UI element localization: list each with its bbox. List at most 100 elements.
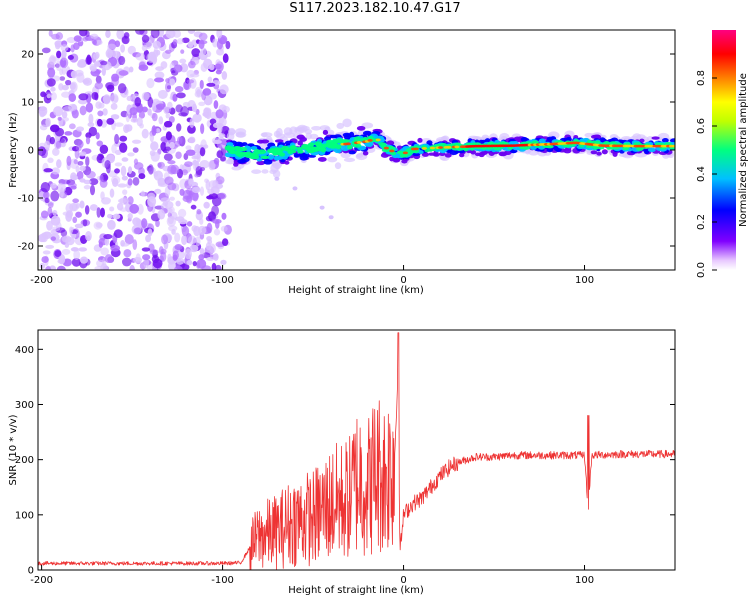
spectrogram-noise-blob [114,162,123,167]
spectrogram-noise-blob [160,61,168,69]
spectrogram-noise-blob [129,107,138,116]
spectrogram-noise-blob [131,139,142,144]
spectrogram-noise-blob [187,60,196,69]
spectrogram-noise-blob [123,124,130,134]
spectrogram-noise-blob [133,158,139,165]
spectrogram-noise-blob [127,196,134,205]
spectrogram-y-label: Frequency (Hz) [8,112,19,188]
page-title: S117.2023.182.10.47.G17 [289,1,461,16]
spectrogram-noise-blob [82,219,88,227]
spectrogram-noise-blob [73,35,82,42]
spectrogram-y-ticks: -20 -10 0 10 20 [18,50,675,253]
spectrogram-noise-blob [76,61,87,68]
spectrogram-band-cell [311,146,318,150]
spectrogram-band-cell [661,138,669,143]
spectrogram-noise-blob [220,225,228,232]
spectrogram-noise-blob [168,206,175,214]
snr-plot-area [38,332,675,570]
spectrogram-noise-blob [187,235,197,245]
spectrogram-noise-blob [132,239,138,251]
spectrogram-noise-blob [105,48,114,59]
spectrogram-noise-blob [220,259,227,265]
spectrogram-band-cell [308,142,315,147]
spectrogram-noise-blob [119,135,128,142]
spectrogram-noise-blob [70,174,79,181]
spectrogram-noise-blob [44,197,50,204]
spectrogram-noise-blob [48,30,53,37]
spectrogram-noise-blob [149,249,159,255]
spectrogram-band-cell [342,132,351,138]
spectrogram-noise-blob [78,247,88,252]
spectrogram-noise-blob [61,91,71,98]
spectrogram-band-halo [294,128,305,134]
spectrogram-noise-blob [103,234,113,240]
spectrogram-noise-blob [134,97,142,107]
spectrogram-noise-blob [76,170,84,181]
colorbar-tick-label: 0.6 [696,118,707,134]
spectrogram-noise-blob [70,70,78,79]
spectrogram-noise-blob [39,262,46,269]
spectrogram-band-cell [287,149,297,154]
spectrogram-noise-blob [47,206,53,217]
spectrogram-noise-blob [75,202,81,209]
spectrogram-noise-blob [83,77,93,86]
spectrogram-noise-blob [187,30,196,34]
spectrogram-noise-blob [135,253,141,262]
spectrogram-noise-blob [198,101,206,107]
spectrogram-noise-blob [150,151,160,162]
spectrogram-noise-blob [85,231,92,242]
spectrogram-band-cell [273,147,281,153]
spectrogram-noise-blob [61,117,70,122]
spectrogram-noise-blob [181,37,190,44]
spectrogram-noise-blob [205,179,211,191]
spectrogram-noise-blob [216,150,224,159]
spectrogram-noise-blob [185,149,196,156]
spectrogram-noise-blob [174,86,184,93]
spectrogram-noise-blob [52,209,58,216]
spectrogram-band-core [446,145,452,149]
spectrogram-noise-blob [41,47,51,54]
spectrogram-band-core [413,147,419,151]
spectrogram-noise-blob [138,173,146,180]
spectrogram-noise-blob [68,182,77,189]
spectrogram-noise-blob [187,124,196,134]
spectrogram-noise-blob [208,160,216,171]
spectrogram-noise-blob [127,178,133,186]
spectrogram-noise-blob [102,108,108,116]
spectrogram-band-cell [274,139,284,143]
spectrogram-noise-blob [178,112,188,117]
spectrogram-noise-blob [41,256,49,263]
spectrogram-noise-blob [38,146,47,157]
spectrogram-noise-blob [201,90,207,101]
spectrogram-noise-blob [99,144,109,155]
spectrogram-noise-blob [150,141,159,151]
spectrogram-noise-blob [217,192,227,200]
spectrogram-outlier [274,176,280,181]
spectrogram-noise-blob [114,133,120,145]
spectrogram-noise-blob [176,92,186,99]
snr-ytick-label: 400 [15,345,34,356]
spectrogram-noise-blob [112,213,121,220]
spectrogram-noise-blob [114,149,122,155]
spectrogram-noise-blob [50,92,57,101]
spectrogram-noise-blob [216,48,224,56]
spectrogram-noise-blob [165,131,172,141]
spectrogram-noise-blob [68,103,78,111]
spectrogram-band-cell [256,160,266,166]
spectrogram-noise-blob [65,203,74,214]
spectrogram-noise-blob [212,122,221,128]
colorbar-tick-label: 0.4 [696,166,707,182]
spectrogram-noise-blob [158,246,164,255]
spectrogram-noise-blob [221,238,229,247]
spectrogram-noise-blob [141,44,148,52]
spectrogram-noise-blob [155,219,160,228]
spectrogram-noise-blob [79,256,88,264]
spectrogram-noise-blob [93,221,103,230]
spectrogram-noise-blob [219,156,227,162]
spectrogram-outlier [292,186,298,191]
spectrogram-noise-blob [51,167,61,175]
spectrogram-band-halo [340,151,351,159]
spectrogram-band-cell [293,153,300,158]
spectrogram-band-halo [261,132,268,138]
spectrogram-noise-blob [40,210,49,219]
